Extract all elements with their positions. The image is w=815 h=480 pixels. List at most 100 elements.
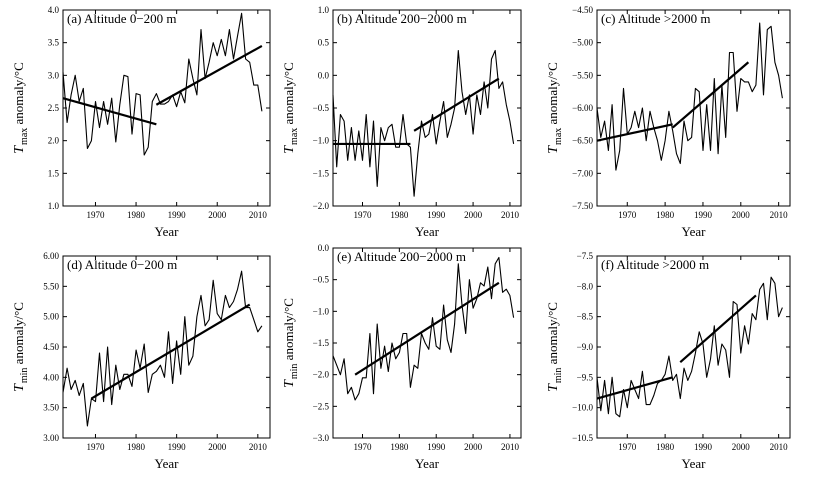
x-tick-label: 1980 bbox=[390, 210, 409, 220]
x-tick-label: 1980 bbox=[656, 210, 675, 220]
y-tick-label: −1.0 bbox=[313, 306, 330, 316]
x-tick-label: 1970 bbox=[618, 442, 637, 452]
x-tick-label: 2000 bbox=[208, 442, 227, 452]
y-tick-label: 2.5 bbox=[48, 103, 60, 113]
series-line bbox=[62, 270, 263, 427]
y-tick-label: −4.50 bbox=[572, 5, 593, 15]
trend-line bbox=[155, 44, 263, 106]
y-tick-label: −9.5 bbox=[577, 372, 594, 382]
x-tick-label: 1990 bbox=[427, 442, 446, 452]
x-axis-title: Year bbox=[682, 456, 707, 471]
x-axis-title: Year bbox=[155, 224, 180, 239]
y-tick-label: 1.0 bbox=[48, 201, 60, 211]
trend-line bbox=[671, 61, 750, 129]
y-tick-label: −10.0 bbox=[572, 403, 593, 413]
y-tick-label: −7.5 bbox=[577, 251, 594, 261]
y-tick-label: −0.5 bbox=[313, 103, 330, 113]
y-tick-label: 0.0 bbox=[318, 70, 330, 80]
x-tick-label: 2010 bbox=[249, 442, 268, 452]
x-tick-label: 2000 bbox=[732, 210, 751, 220]
trend-line bbox=[679, 294, 757, 363]
y-axis-title: Tmin anomaly/°C bbox=[545, 302, 564, 392]
series-line bbox=[596, 276, 783, 418]
y-tick-label: −1.5 bbox=[313, 168, 330, 178]
y-tick-label: −2.0 bbox=[313, 370, 330, 380]
y-tick-label: 1.0 bbox=[318, 5, 330, 15]
y-tick-label: −10.5 bbox=[572, 433, 593, 443]
y-tick-label: −5.00 bbox=[572, 38, 593, 48]
panel-title: (c) Altitude >2000 m bbox=[601, 11, 711, 26]
panel-b: −2.0 −1.5 −1.0 −0.5 0.0 0.5 1.0 1970 1980 1990 200… bbox=[281, 5, 522, 239]
x-tick-label: 1990 bbox=[694, 442, 713, 452]
panel-c: −7.50 −7.00 −6.50 −6.00 −5.50 −5.00 −4.50 1970 1… bbox=[545, 5, 791, 239]
y-tick-label: 5.00 bbox=[43, 312, 59, 322]
x-tick-label: 1970 bbox=[86, 210, 105, 220]
panel-e: −3.0 −2.5 −2.0 −1.5 −1.0 −0.5 0.0 1970 1980 1990 2… bbox=[281, 243, 522, 471]
x-tick-label: 1970 bbox=[618, 210, 637, 220]
x-axis-title: Year bbox=[415, 224, 440, 239]
y-axis-title: Tmax anomaly/°C bbox=[11, 62, 30, 154]
panel-f: −10.5 −10.0 −9.5 −9.0 −8.5 −8.0 −7.5 1970 1980 19… bbox=[545, 251, 791, 471]
x-tick-label: 2010 bbox=[249, 210, 268, 220]
panels-group: 1.0 1.5 2.0 2.5 3.0 3.5 4.0 1970 1980 1990 2000 201… bbox=[11, 5, 791, 471]
y-tick-label: 1.5 bbox=[48, 168, 60, 178]
y-tick-label: −2.5 bbox=[313, 401, 330, 411]
y-tick-label: 0.5 bbox=[318, 38, 330, 48]
panel-title: (b) Altitude 200−2000 m bbox=[337, 11, 467, 26]
y-tick-label: −8.0 bbox=[577, 281, 594, 291]
y-axis-title: Tmin anomaly/°C bbox=[281, 298, 300, 388]
y-tick-label: 3.50 bbox=[43, 403, 59, 413]
x-tick-label: 2000 bbox=[464, 210, 483, 220]
y-tick-label: 5.50 bbox=[43, 281, 59, 291]
x-tick-label: 1990 bbox=[168, 210, 187, 220]
panel-title: (f) Altitude >2000 m bbox=[601, 257, 709, 272]
x-axis-title: Year bbox=[682, 224, 707, 239]
y-tick-label: 6.00 bbox=[43, 251, 59, 261]
plot-frame bbox=[332, 9, 522, 207]
y-tick-label: −1.0 bbox=[313, 136, 330, 146]
trend-line bbox=[354, 281, 500, 376]
y-tick-label: 3.0 bbox=[48, 70, 60, 80]
panel-title: (e) Altitude 200−2000 m bbox=[337, 249, 466, 264]
y-tick-label: −3.0 bbox=[313, 433, 330, 443]
trend-line bbox=[596, 123, 673, 142]
x-tick-label: 1990 bbox=[168, 442, 187, 452]
y-tick-label: −5.50 bbox=[572, 70, 593, 80]
y-axis-title: Tmax anomaly/°C bbox=[281, 62, 300, 154]
x-tick-label: 1970 bbox=[353, 442, 372, 452]
y-tick-label: 3.00 bbox=[43, 433, 59, 443]
x-tick-label: 1980 bbox=[656, 442, 675, 452]
x-tick-label: 2010 bbox=[770, 442, 789, 452]
panel-a: 1.0 1.5 2.0 2.5 3.0 3.5 4.0 1970 1980 1990 2000 201… bbox=[11, 5, 271, 239]
x-tick-label: 1970 bbox=[86, 442, 105, 452]
y-tick-label: 3.5 bbox=[48, 38, 60, 48]
series-line bbox=[332, 49, 515, 197]
panel-title: (a) Altitude 0−200 m bbox=[67, 11, 177, 26]
y-tick-label: −7.50 bbox=[572, 201, 593, 211]
x-tick-label: 2000 bbox=[732, 442, 751, 452]
y-tick-label: −8.5 bbox=[577, 312, 594, 322]
x-tick-label: 2010 bbox=[501, 210, 520, 220]
y-tick-label: −6.50 bbox=[572, 136, 593, 146]
y-tick-label: 2.0 bbox=[48, 136, 60, 146]
x-tick-label: 1970 bbox=[353, 210, 372, 220]
trend-line bbox=[596, 376, 673, 400]
x-tick-label: 2000 bbox=[208, 210, 227, 220]
x-tick-label: 1980 bbox=[390, 442, 409, 452]
x-axis-title: Year bbox=[155, 456, 180, 471]
y-tick-label: −2.0 bbox=[313, 201, 330, 211]
x-tick-label: 2010 bbox=[501, 442, 520, 452]
x-tick-label: 1980 bbox=[127, 442, 146, 452]
y-axis-title: Tmax anomaly/°C bbox=[545, 62, 564, 154]
panel-d: 3.00 3.50 4.00 4.50 5.00 5.50 6.00 1970 1980 1990… bbox=[11, 251, 271, 471]
trend-line bbox=[413, 77, 500, 132]
plot-frame bbox=[332, 247, 522, 439]
x-tick-label: 1990 bbox=[427, 210, 446, 220]
y-tick-label: −1.5 bbox=[313, 338, 330, 348]
y-tick-label: −9.0 bbox=[577, 342, 594, 352]
y-axis-title: Tmin anomaly/°C bbox=[11, 302, 30, 392]
y-tick-label: −7.00 bbox=[572, 168, 593, 178]
y-tick-label: 4.0 bbox=[48, 5, 60, 15]
x-tick-label: 1990 bbox=[694, 210, 713, 220]
